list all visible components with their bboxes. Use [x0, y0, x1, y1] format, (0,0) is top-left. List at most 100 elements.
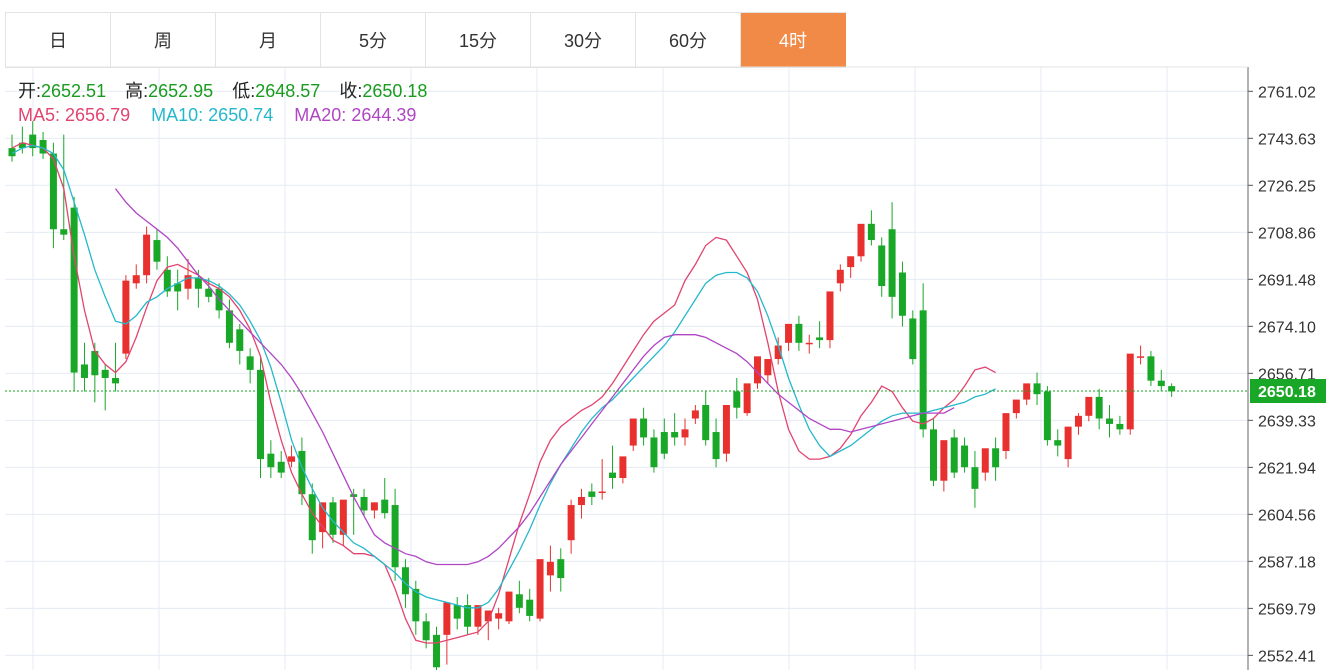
- candle-body: [443, 602, 451, 635]
- candle-body: [816, 337, 824, 341]
- candle-body: [391, 505, 399, 568]
- tab-6[interactable]: 60分: [636, 13, 741, 67]
- candle-body: [1002, 413, 1010, 451]
- tab-3[interactable]: 5分: [321, 13, 426, 67]
- candle-body: [49, 153, 57, 230]
- candle-body: [671, 432, 679, 438]
- candle-body: [495, 613, 503, 619]
- candle-body: [91, 350, 99, 376]
- candle-body: [785, 323, 793, 343]
- open-value: 2652.51: [41, 81, 107, 101]
- tab-4[interactable]: 15分: [426, 13, 531, 67]
- candle-body: [557, 559, 565, 579]
- candle-body: [246, 356, 254, 370]
- last-price-badge: [1250, 378, 1326, 403]
- candle-body: [1116, 423, 1124, 430]
- candle-body: [971, 467, 979, 489]
- candle-body: [505, 591, 513, 622]
- candle-body: [992, 448, 1000, 468]
- candle-body: [18, 142, 26, 149]
- y-tick-label: 2587.18: [1258, 554, 1316, 571]
- candle-body: [339, 499, 347, 535]
- candle-body: [401, 567, 409, 595]
- candle-body: [950, 437, 958, 473]
- ma-row: MA5: 2656.79 MA10: 2650.74 MA20: 2644.39: [18, 103, 441, 127]
- candle-body: [774, 345, 782, 360]
- candle-body: [1074, 415, 1082, 427]
- low-value: 2648.57: [255, 81, 321, 101]
- candle-body: [1095, 396, 1103, 419]
- candle-body: [412, 588, 420, 622]
- tab-0[interactable]: 日: [6, 13, 111, 67]
- candle-body: [588, 491, 596, 497]
- candle-body: [733, 391, 741, 408]
- tab-5[interactable]: 30分: [531, 13, 636, 67]
- candle-body: [857, 223, 865, 257]
- candle-body: [29, 134, 37, 149]
- open-label: 开:: [18, 81, 42, 101]
- candle-body: [650, 437, 658, 468]
- candle-body: [8, 148, 16, 157]
- candle-body: [536, 559, 544, 619]
- candle-body: [194, 277, 202, 289]
- y-tick-label: 2726.25: [1258, 178, 1316, 195]
- candle-body: [1043, 391, 1051, 441]
- candle-body: [702, 405, 710, 441]
- candle-body: [888, 229, 896, 297]
- candle-body: [474, 605, 482, 627]
- candle-body: [681, 429, 689, 438]
- candle-body: [526, 599, 534, 616]
- candle-body: [381, 499, 389, 514]
- candle-body: [660, 432, 668, 454]
- y-tick-label: 2604.56: [1258, 507, 1316, 524]
- candle-body: [1168, 386, 1176, 392]
- candle-body: [640, 418, 648, 438]
- candle-body: [712, 432, 720, 460]
- candle-body: [619, 456, 627, 479]
- candle-body: [70, 207, 78, 373]
- tab-1[interactable]: 周: [111, 13, 216, 67]
- tab-7[interactable]: 4时: [741, 13, 846, 67]
- low-label: 低:: [232, 81, 256, 101]
- candle-body: [930, 429, 938, 481]
- candle-body: [898, 272, 906, 316]
- candle-body: [143, 234, 151, 276]
- candle-body: [981, 448, 989, 473]
- candle-body: [1033, 383, 1041, 395]
- candle-body: [236, 329, 244, 351]
- candle-body: [909, 318, 917, 360]
- candle-body: [422, 621, 430, 641]
- candle-body: [360, 496, 368, 511]
- candle-body: [1147, 356, 1155, 381]
- candle-body: [867, 223, 875, 241]
- candle-body: [205, 288, 213, 297]
- candle-body: [598, 491, 606, 494]
- ohlc-row: 开:2652.51 高:2652.95 低:2648.57 收:2650.18: [18, 79, 441, 103]
- y-tick-label: 2639.33: [1258, 413, 1316, 430]
- candle-body: [101, 369, 109, 378]
- ma10-label: MA10:: [151, 105, 204, 125]
- tab-2[interactable]: 月: [216, 13, 321, 67]
- candle-body: [308, 494, 316, 541]
- ma20-legend: MA20: 2644.39: [294, 105, 416, 125]
- ohlc-info-panel: 开:2652.51 高:2652.95 低:2648.57 收:2650.18 …: [18, 79, 441, 127]
- y-tick-label: 2708.86: [1258, 225, 1316, 242]
- ma5-line: [11, 142, 996, 644]
- candle-body: [39, 140, 47, 154]
- candle-body: [1064, 426, 1072, 460]
- candle-body: [1106, 418, 1114, 424]
- y-tick-label: 2552.41: [1258, 648, 1316, 665]
- candle-body: [153, 240, 161, 262]
- candle-body: [847, 256, 855, 268]
- candle-body: [629, 418, 637, 446]
- candle-body: [184, 275, 192, 289]
- candle-body: [722, 405, 730, 454]
- high-value: 2652.95: [148, 81, 214, 101]
- candle-body: [795, 323, 803, 343]
- candle-body: [225, 310, 233, 343]
- candle-body: [805, 342, 813, 345]
- high-label: 高:: [125, 81, 149, 101]
- y-tick-label: 2761.02: [1258, 84, 1316, 101]
- candle-body: [691, 410, 699, 419]
